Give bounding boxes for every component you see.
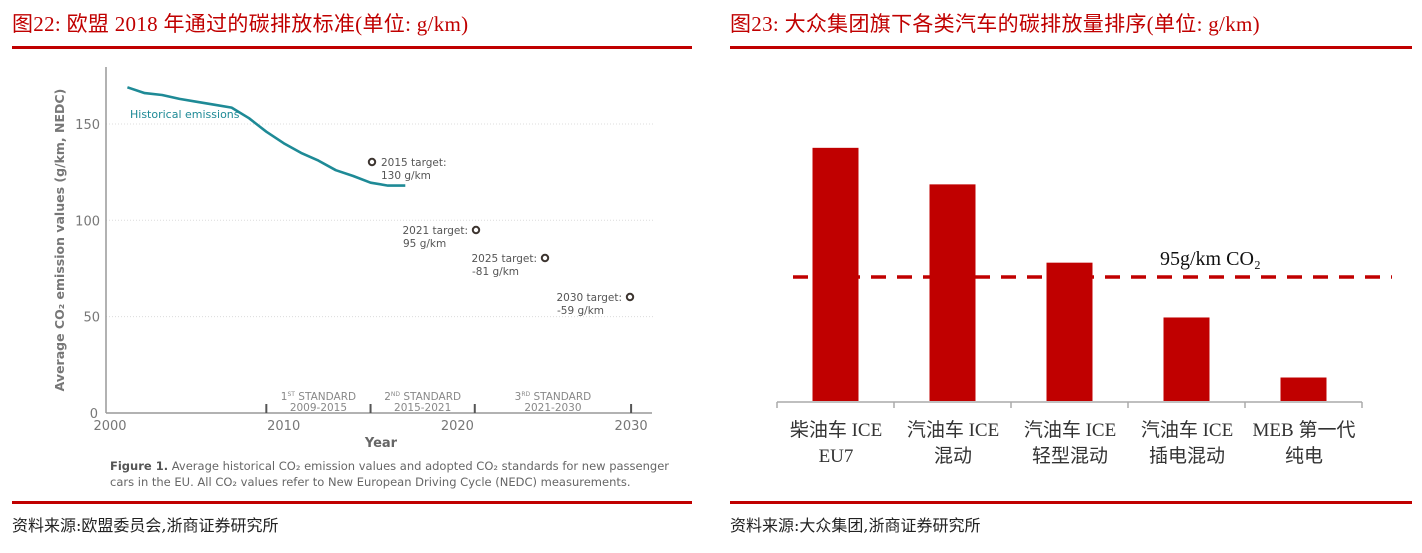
- caption-text: Average historical CO₂ emission values a…: [110, 459, 670, 489]
- category-label: MEB 第一代 纯电: [1245, 418, 1363, 470]
- bar: [1046, 262, 1093, 401]
- target-label: 2030 target:: [556, 292, 622, 304]
- category-label-line2: EU7: [818, 446, 854, 467]
- bar: [1163, 317, 1210, 401]
- title-rule: [12, 46, 692, 49]
- x-tick-label: 2030: [615, 419, 648, 434]
- target-label: 2025 target:: [471, 253, 537, 265]
- vw-emissions-bar-chart: [776, 147, 1392, 408]
- category-label-line1: 柴油车 ICE: [789, 420, 883, 441]
- y-tick-label: 150: [75, 118, 100, 133]
- category-label: 柴油车 ICE EU7: [777, 418, 895, 470]
- y-tick-label: 100: [75, 214, 100, 229]
- standard-name: 1ST STANDARD: [281, 391, 356, 403]
- standard-period: 2009-2015: [290, 402, 347, 414]
- category-label: 汽油车 ICE 插电混动: [1128, 418, 1246, 470]
- reference-line-label: 95g/km CO₂: [1160, 248, 1261, 270]
- right-source-note: 资料来源:大众集团,浙商证券研究所: [730, 516, 981, 535]
- x-axis-title: Year: [364, 436, 398, 451]
- category-label-line1: MEB 第一代: [1252, 420, 1356, 441]
- category-label-line2: 轻型混动: [1031, 446, 1108, 467]
- figure-caption: Figure 1. Average historical CO₂ emissio…: [110, 458, 670, 490]
- caption-bold: Figure 1.: [110, 459, 169, 473]
- category-label-line1: 汽油车 ICE: [1023, 420, 1117, 441]
- series-label: Historical emissions: [130, 108, 240, 121]
- category-label: 汽油车 ICE 轻型混动: [1011, 418, 1129, 470]
- y-tick-label: 0: [90, 407, 98, 422]
- left-figure-panel: 图22: 欧盟 2018 年通过的碳排放标准(单位: g/km) 0 50 100 1…: [0, 0, 700, 553]
- category-label-line1: 汽油车 ICE: [906, 420, 1000, 441]
- right-figure-panel: 图23: 大众集团旗下各类汽车的碳排放量排序(单位: g/km) 95g/km …: [720, 0, 1422, 553]
- target-value: -59 g/km: [557, 305, 604, 317]
- target-marker: [367, 157, 377, 167]
- bar: [1280, 377, 1327, 401]
- category-label-line2: 插电混动: [1148, 446, 1225, 467]
- target-marker: [471, 225, 481, 235]
- historical-emissions-line: [126, 86, 406, 187]
- bar: [929, 184, 976, 401]
- standard-name: 2ND STANDARD: [384, 391, 461, 403]
- target-marker: [540, 253, 550, 263]
- target-marker: [625, 292, 635, 302]
- target-label: 2021 target:: [402, 225, 468, 237]
- category-label-line1: 汽油车 ICE: [1140, 420, 1234, 441]
- category-label-line2: 混动: [933, 446, 972, 467]
- y-axis-title: Average CO₂ emission values (g/km, NEDC): [52, 89, 67, 392]
- x-tick-label: 2000: [93, 419, 126, 434]
- bar: [812, 147, 859, 401]
- standard-period: 2015-2021: [394, 402, 451, 414]
- category-label: 汽油车 ICE 混动: [894, 418, 1012, 470]
- target-value: -81 g/km: [472, 266, 519, 278]
- figure-23-title: 图23: 大众集团旗下各类汽车的碳排放量排序(单位: g/km): [730, 12, 1260, 36]
- y-tick-label: 50: [83, 311, 100, 326]
- source-rule: [730, 501, 1412, 504]
- standard-period: 2021-2030: [524, 402, 581, 414]
- x-tick-label: 2020: [441, 419, 474, 434]
- target-label: 2015 target:: [381, 157, 447, 169]
- x-tick-label: 2010: [267, 419, 300, 434]
- target-value: 95 g/km: [403, 238, 446, 250]
- eu-co2-standards-line-chart: 0 50 100 150 2000 2010 2020 2030 Year Average CO₂…: [52, 67, 655, 451]
- title-rule: [730, 46, 1412, 49]
- category-label-line2: 纯电: [1284, 446, 1323, 467]
- standard-name: 3RD STANDARD: [515, 391, 592, 403]
- target-value: 130 g/km: [381, 170, 431, 182]
- figure-22-title: 图22: 欧盟 2018 年通过的碳排放标准(单位: g/km): [12, 12, 469, 36]
- left-source-note: 资料来源:欧盟委员会,浙商证券研究所: [12, 516, 279, 535]
- source-rule: [12, 501, 692, 504]
